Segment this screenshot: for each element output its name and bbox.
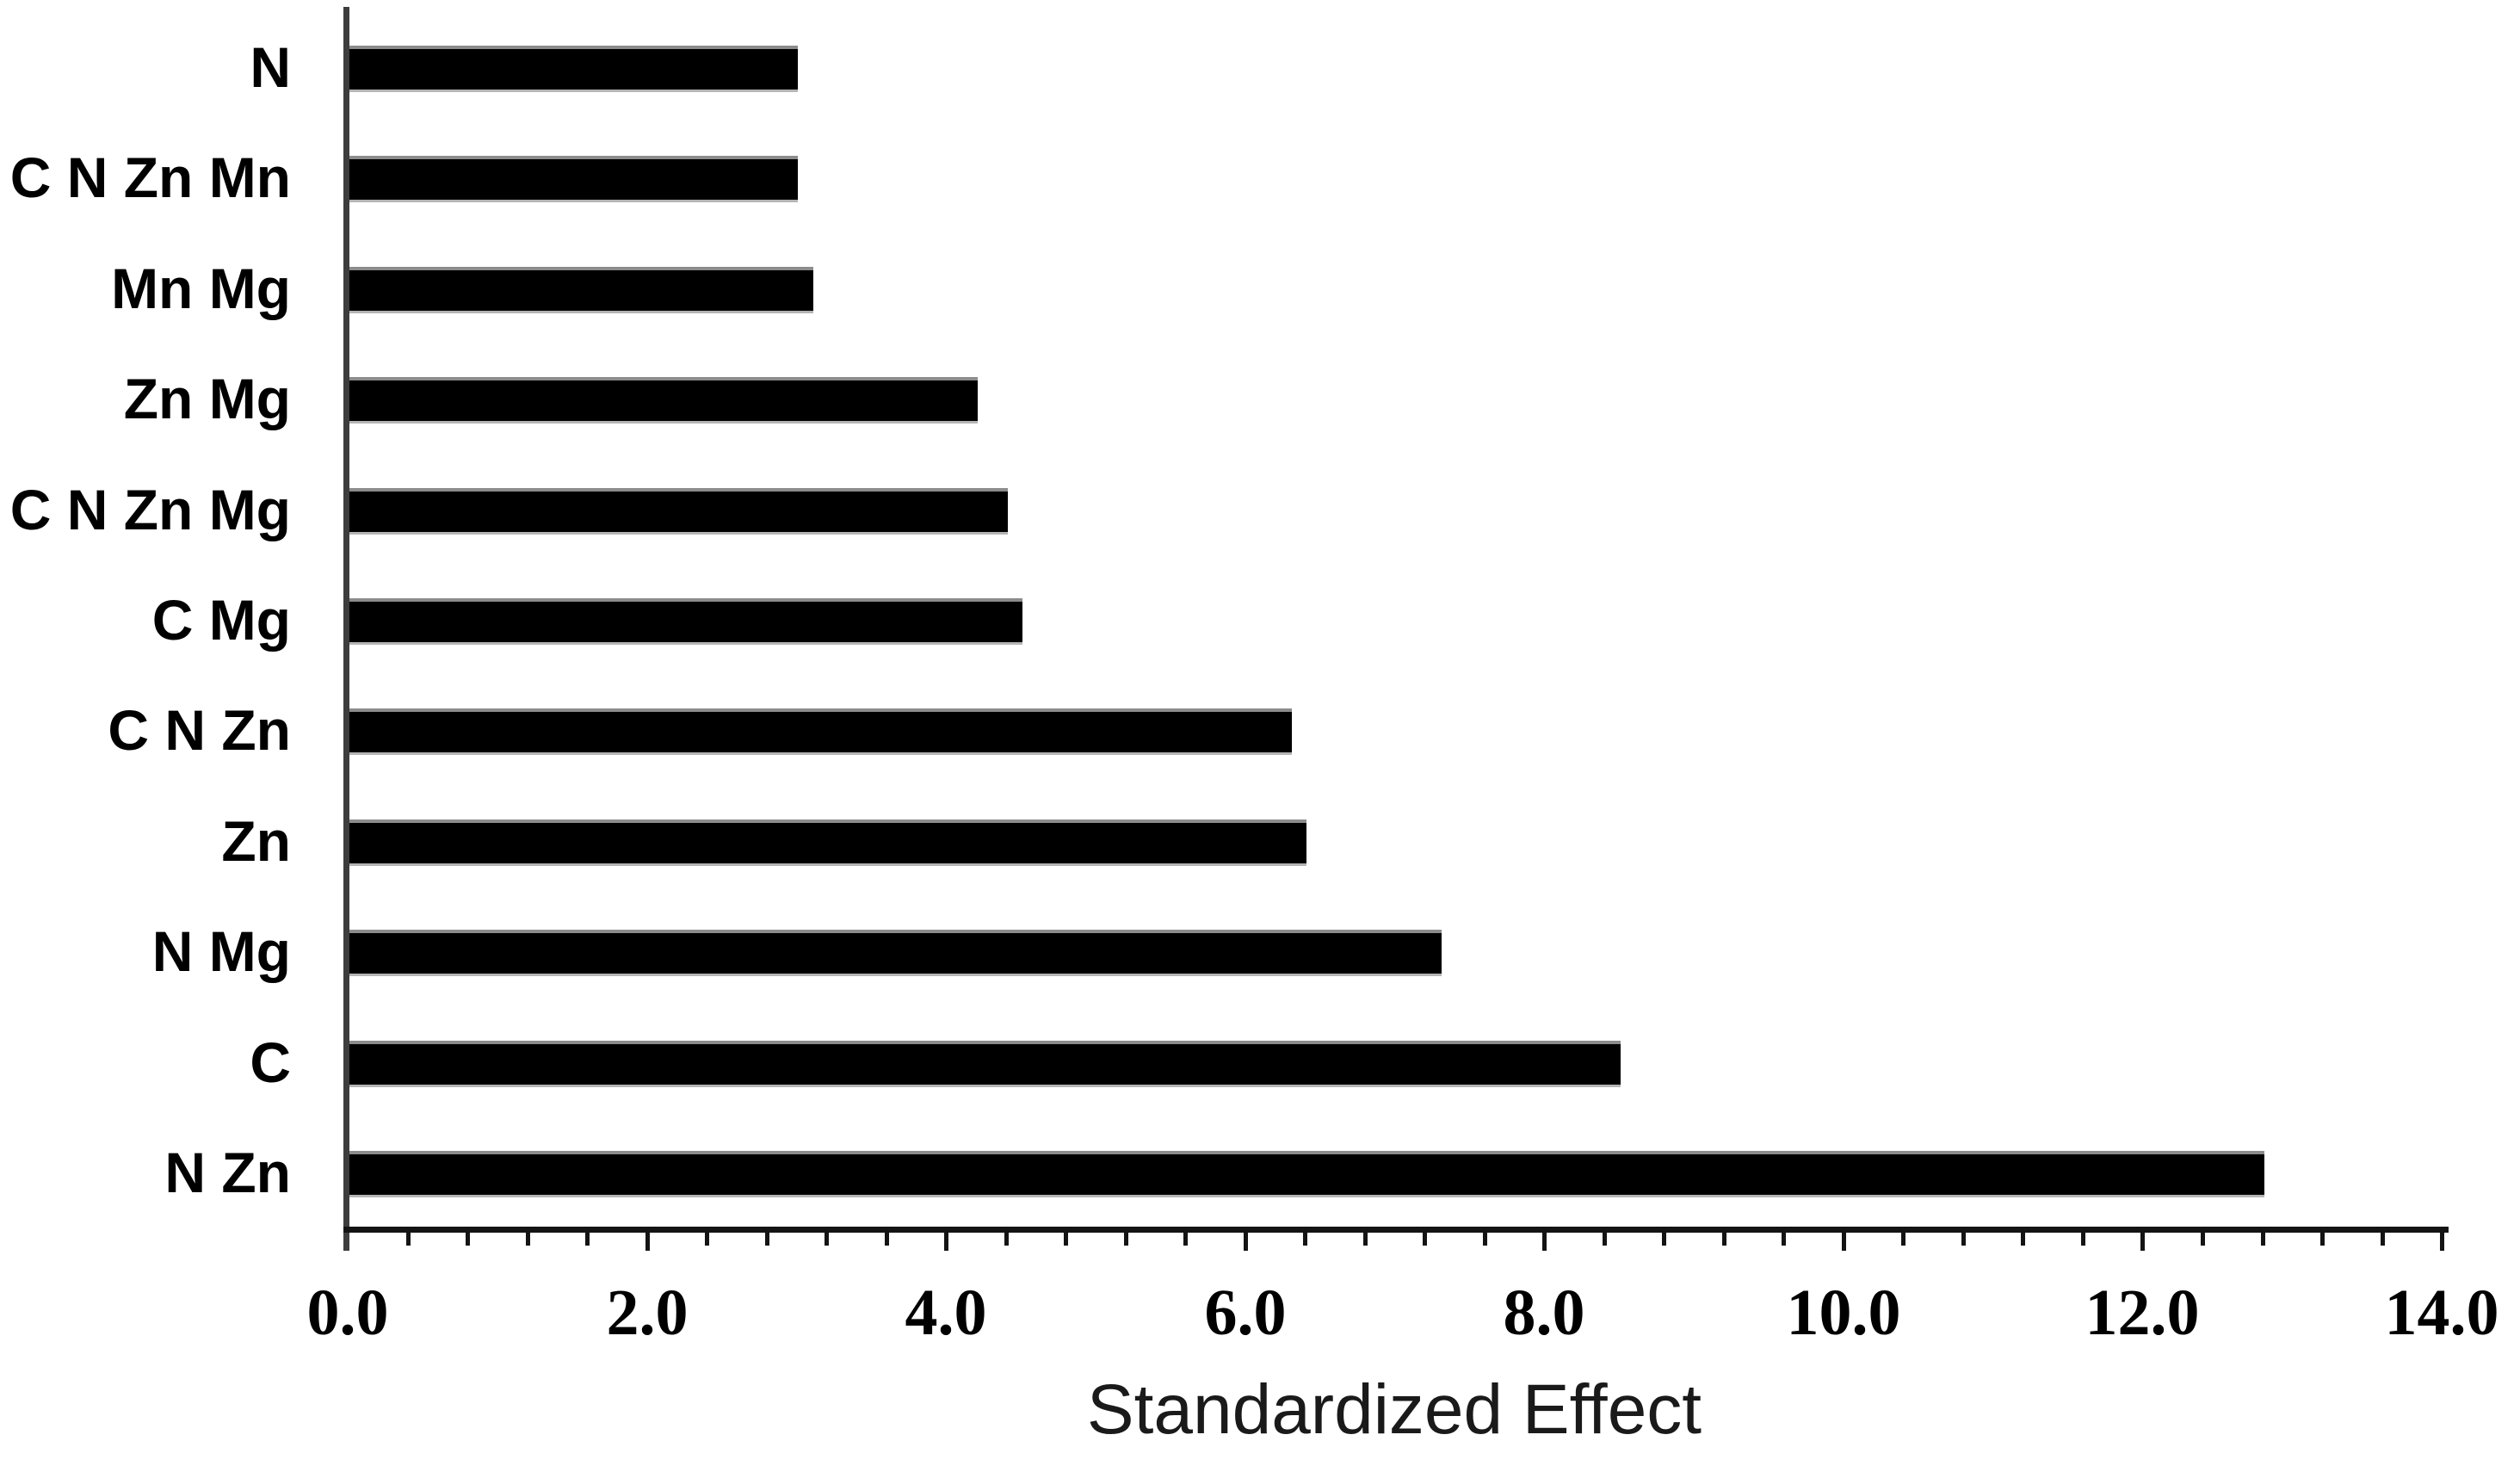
x-minor-tick bbox=[585, 1233, 590, 1246]
x-minor-tick bbox=[1662, 1233, 1666, 1246]
x-minor-tick bbox=[1363, 1233, 1368, 1246]
category-label: C N Zn Mn bbox=[9, 145, 291, 210]
x-minor-tick bbox=[1064, 1233, 1068, 1246]
bar bbox=[349, 266, 813, 313]
x-major-tick bbox=[645, 1233, 650, 1251]
x-tick-label: 12.0 bbox=[2085, 1277, 2200, 1349]
x-major-tick bbox=[1542, 1233, 1547, 1251]
x-minor-tick bbox=[1004, 1233, 1009, 1246]
bar bbox=[349, 46, 798, 92]
x-minor-tick bbox=[526, 1233, 530, 1246]
bar bbox=[349, 377, 978, 424]
x-tick-label: 6.0 bbox=[1204, 1277, 1287, 1349]
y-axis-line bbox=[343, 7, 349, 1251]
x-minor-tick bbox=[2381, 1233, 2385, 1246]
category-label: C Mg bbox=[151, 588, 291, 652]
x-minor-tick bbox=[1303, 1233, 1307, 1246]
x-minor-tick bbox=[406, 1233, 411, 1246]
bar bbox=[349, 819, 1306, 866]
x-major-tick bbox=[2140, 1233, 2145, 1251]
x-major-tick bbox=[944, 1233, 948, 1251]
bar bbox=[349, 1151, 2264, 1197]
x-major-tick bbox=[1244, 1233, 1248, 1251]
x-tick-label: 8.0 bbox=[1503, 1277, 1585, 1349]
x-minor-tick bbox=[1782, 1233, 1786, 1246]
x-tick-label: 4.0 bbox=[905, 1277, 987, 1349]
x-minor-tick bbox=[1603, 1233, 1607, 1246]
category-label: C bbox=[250, 1030, 291, 1094]
x-minor-tick bbox=[1124, 1233, 1128, 1246]
x-minor-tick bbox=[765, 1233, 769, 1246]
x-minor-tick bbox=[2261, 1233, 2265, 1246]
x-minor-tick bbox=[1183, 1233, 1188, 1246]
category-label: N bbox=[250, 35, 291, 99]
x-minor-tick bbox=[1722, 1233, 1726, 1246]
x-tick-label: 0.0 bbox=[306, 1277, 389, 1349]
category-label: C N Zn bbox=[108, 698, 291, 763]
x-minor-tick bbox=[1961, 1233, 1966, 1246]
category-label: N Zn bbox=[164, 1141, 291, 1204]
bar bbox=[349, 1040, 1621, 1087]
x-axis-title: Standardized Effect bbox=[1086, 1370, 1702, 1449]
category-label: N Mg bbox=[151, 919, 291, 984]
x-minor-tick bbox=[2320, 1233, 2325, 1246]
x-minor-tick bbox=[2201, 1233, 2205, 1246]
x-minor-tick bbox=[2081, 1233, 2085, 1246]
x-tick-label: 2.0 bbox=[606, 1277, 689, 1349]
x-major-tick bbox=[1842, 1233, 1846, 1251]
x-minor-tick bbox=[1901, 1233, 1905, 1246]
x-tick-label: 14.0 bbox=[2384, 1277, 2499, 1349]
x-tick-label: 10.0 bbox=[1786, 1277, 1901, 1349]
bar bbox=[349, 487, 1008, 535]
category-label: C N Zn Mg bbox=[9, 477, 291, 541]
x-minor-tick bbox=[466, 1233, 470, 1246]
x-minor-tick bbox=[1483, 1233, 1487, 1246]
x-minor-tick bbox=[2021, 1233, 2025, 1246]
category-label: Zn bbox=[221, 808, 291, 873]
x-minor-tick bbox=[825, 1233, 829, 1246]
x-axis-line bbox=[343, 1227, 2449, 1233]
category-label: Zn Mg bbox=[123, 367, 291, 431]
x-major-tick bbox=[2440, 1233, 2444, 1251]
bar bbox=[349, 598, 1022, 645]
category-label: Mn Mg bbox=[111, 256, 291, 320]
x-minor-tick bbox=[885, 1233, 889, 1246]
bar bbox=[349, 930, 1442, 977]
bar bbox=[349, 708, 1292, 756]
x-minor-tick bbox=[705, 1233, 709, 1246]
x-minor-tick bbox=[1423, 1233, 1427, 1246]
bar bbox=[349, 156, 798, 203]
